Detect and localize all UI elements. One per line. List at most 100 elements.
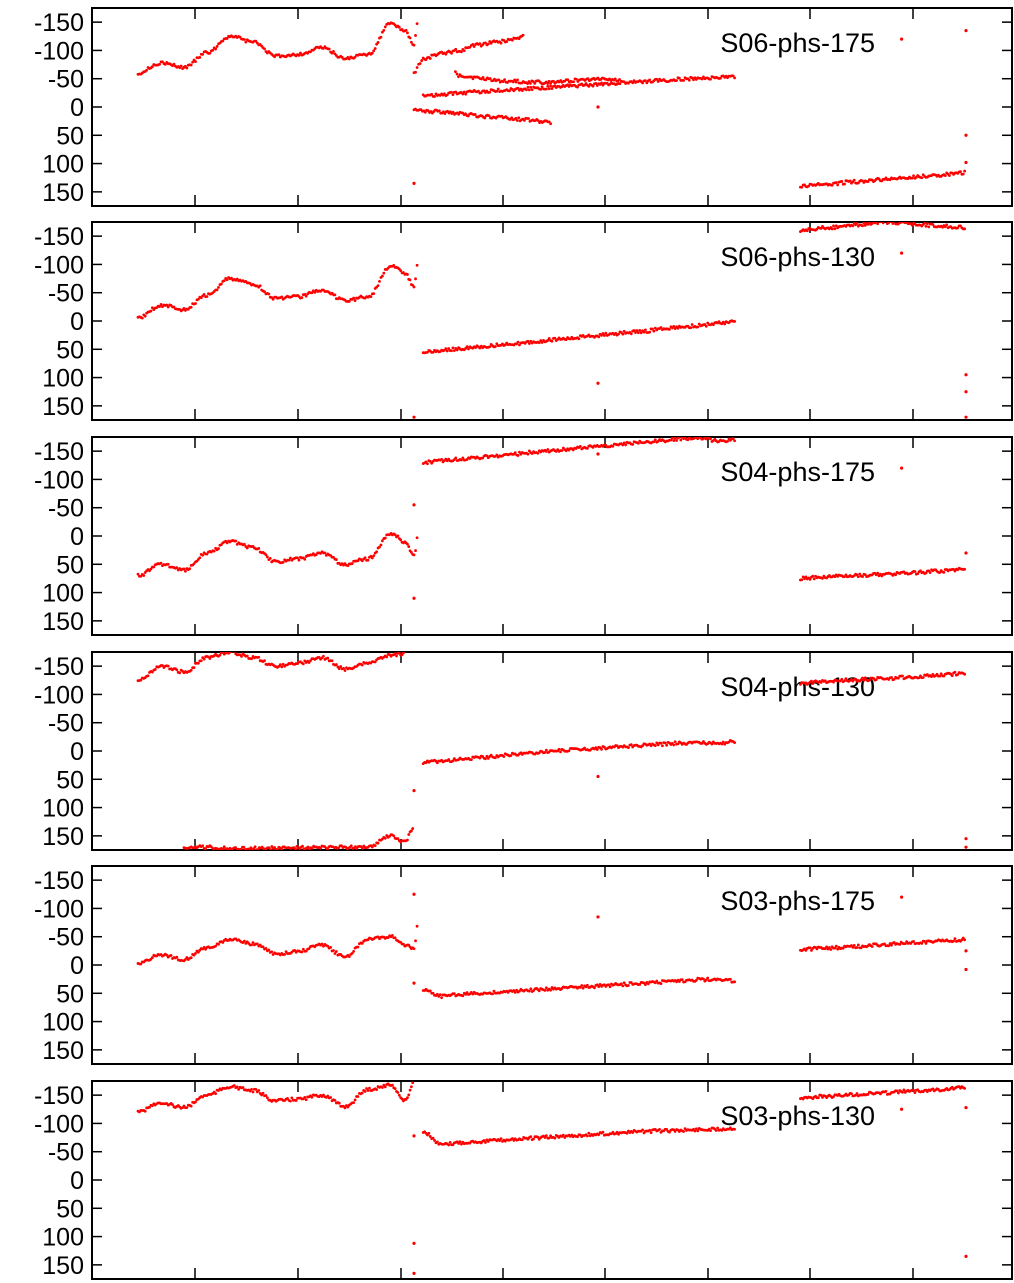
scatter-point (393, 1087, 397, 1090)
scatter-point (896, 676, 900, 680)
scatter-point (467, 347, 470, 351)
scatter-point (347, 955, 351, 959)
scatter-point (601, 1130, 605, 1134)
scatter-point (189, 668, 193, 672)
scatter-point (420, 59, 424, 62)
scatter-point (529, 1135, 533, 1139)
scatter-point (927, 225, 931, 229)
y-tick-label: 150 (42, 1037, 84, 1065)
scatter-point (641, 1128, 644, 1132)
scatter-point (428, 989, 432, 993)
scatter-point (841, 946, 845, 950)
scatter-point (264, 553, 268, 557)
y-tick-label: -100 (34, 1110, 84, 1138)
scatter-point (964, 551, 968, 555)
scatter-point (337, 846, 341, 850)
scatter-point (402, 942, 405, 946)
scatter-point (950, 1085, 954, 1089)
scatter-point (596, 452, 600, 456)
scatter-point (412, 503, 416, 507)
scatter-point (844, 677, 848, 681)
scatter-point (268, 556, 272, 560)
scatter-point (304, 294, 308, 298)
scatter-point (484, 41, 487, 45)
scatter-point (964, 373, 968, 377)
scatter-point (166, 305, 170, 309)
scatter-point (887, 944, 891, 948)
scatter-point (478, 42, 482, 46)
scatter-point (611, 444, 615, 448)
scatter-point (148, 1105, 151, 1109)
scatter-point (337, 667, 341, 670)
scatter-point (731, 437, 735, 440)
scatter-point (452, 349, 456, 353)
scatter-point (709, 437, 712, 441)
scatter-point (204, 947, 207, 951)
scatter-point (963, 672, 967, 676)
scatter-point (329, 946, 333, 949)
scatter-point (376, 284, 380, 287)
scatter-point (343, 1106, 347, 1110)
scatter-point (332, 949, 335, 952)
scatter-point (543, 751, 547, 754)
scatter-point (290, 1096, 294, 1100)
scatter-point (631, 443, 635, 446)
scatter-point (409, 1085, 413, 1089)
scatter-point (834, 181, 838, 184)
scatter-point (964, 967, 968, 972)
scatter-point (923, 222, 926, 225)
scatter-point (412, 596, 416, 600)
scatter-point (372, 292, 376, 296)
scatter-point (255, 942, 259, 946)
y-tick-label: 50 (56, 766, 84, 794)
scatter-point (514, 116, 518, 120)
scatter-point (407, 943, 411, 947)
scatter-point (596, 915, 600, 919)
scatter-point (454, 47, 458, 51)
scatter-point (376, 41, 380, 44)
scatter-point (356, 1095, 360, 1098)
scatter-point (521, 33, 525, 37)
scatter-point (544, 748, 548, 752)
scatter-point (214, 1092, 218, 1096)
scatter-point (457, 112, 461, 116)
scatter-point (322, 654, 325, 658)
scatter-point (392, 263, 396, 267)
scatter-point (383, 536, 387, 540)
panel-label: S03-phs-175 (720, 886, 875, 916)
y-tick-label: 100 (42, 1009, 84, 1037)
scatter-point (526, 82, 529, 86)
scatter-point (307, 947, 311, 951)
scatter-point (468, 45, 472, 49)
scatter-point (483, 116, 487, 120)
scatter-point (334, 663, 338, 666)
scatter-point (518, 343, 521, 347)
scatter-point (326, 1094, 330, 1098)
scatter-point (676, 326, 680, 330)
scatter-point (278, 663, 282, 667)
scatter-point (595, 748, 599, 751)
scatter-point (263, 290, 266, 294)
scatter-point (680, 978, 684, 982)
scatter-point (142, 574, 146, 577)
scatter-point (343, 669, 347, 672)
scatter-point (342, 667, 345, 670)
scatter-point (269, 848, 272, 850)
scatter-point (594, 81, 598, 85)
scatter-point (832, 224, 835, 228)
scatter-point (515, 119, 519, 122)
scatter-point (511, 80, 515, 84)
scatter-point (502, 755, 506, 758)
scatter-point (395, 654, 398, 658)
scatter-point (665, 1127, 669, 1131)
scatter-point (550, 87, 554, 90)
scatter-point (544, 986, 548, 990)
y-tick-label: 150 (42, 179, 84, 207)
y-tick-label: -150 (34, 223, 84, 251)
scatter-point (251, 941, 255, 944)
scatter-point (938, 674, 942, 678)
scatter-point (852, 178, 856, 182)
scatter-point (225, 278, 229, 282)
scatter-point (319, 846, 323, 850)
scatter-point (672, 743, 676, 747)
